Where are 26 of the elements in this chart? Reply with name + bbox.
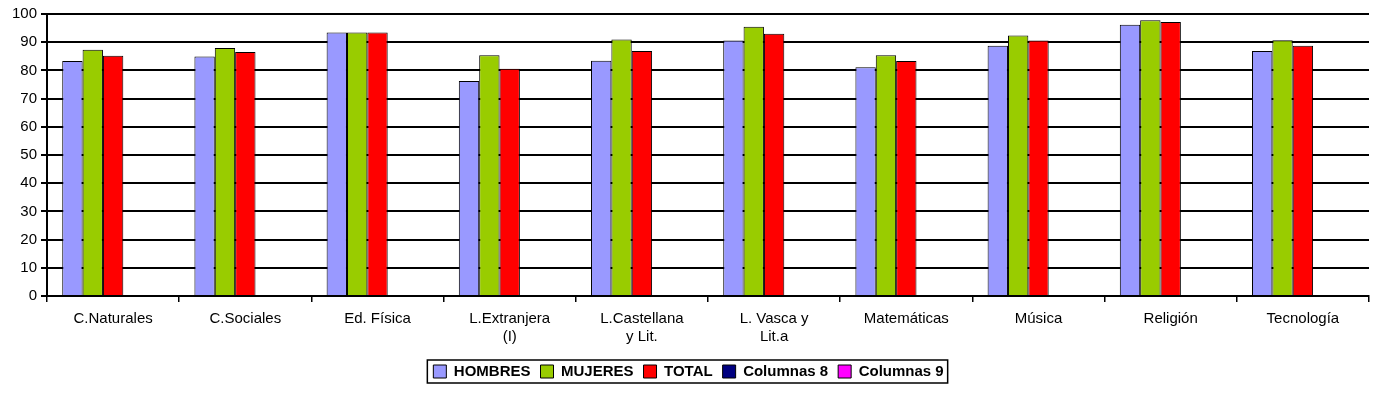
y-tick-label: 80: [20, 60, 38, 78]
y-tick-label: 90: [20, 32, 38, 50]
x-tick-label: Matemáticas: [863, 309, 949, 327]
y-tick-label: 40: [20, 173, 38, 191]
y-tick-label: 70: [20, 88, 38, 106]
y-tick-label: 0: [28, 286, 38, 304]
x-tick-label: L. Vasca y Lit.a: [739, 309, 810, 345]
y-tick-label: 10: [20, 257, 38, 275]
legend-label: TOTAL: [664, 361, 713, 379]
y-tick-label: 60: [20, 116, 38, 134]
legend-label: HOMBRES: [453, 361, 531, 379]
x-tick-label: C.Sociales: [209, 309, 282, 327]
legend-label: Columnas 8: [743, 361, 829, 379]
y-tick-label: 30: [20, 201, 38, 219]
y-tick-label: 20: [20, 229, 38, 247]
x-tick-label: Música: [1014, 309, 1063, 327]
y-tick-label: 100: [12, 4, 38, 22]
y-tick-label: 50: [20, 145, 38, 163]
legend-label: Columnas 9: [858, 361, 944, 379]
x-tick-label: Tecnología: [1266, 309, 1340, 327]
x-tick-label: Ed. Física: [344, 309, 412, 327]
x-tick-label: L.Castellana y Lit.: [600, 309, 685, 345]
x-tick-label: L.Extranjera (I): [469, 309, 551, 345]
legend-label: MUJERES: [561, 361, 634, 379]
x-tick-label: C.Naturales: [73, 309, 153, 327]
x-tick-label: Religión: [1143, 309, 1198, 327]
